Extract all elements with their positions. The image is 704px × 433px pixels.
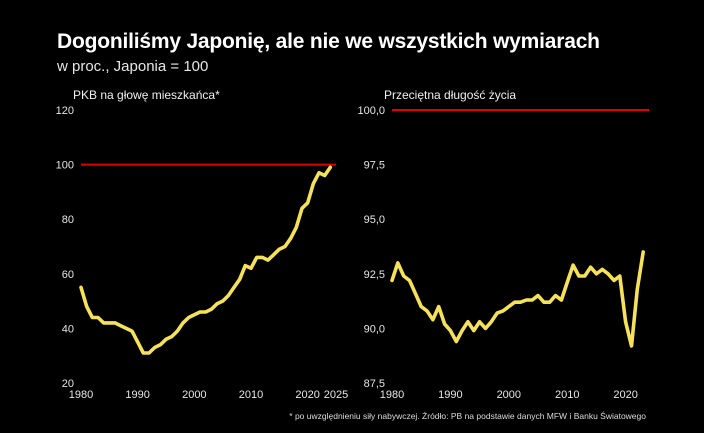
life-y-tick-label: 100,0 [357,105,385,117]
gdp-y-tick-label: 80 [62,214,74,226]
life-x-tick-label: 2010 [555,389,579,401]
gdp-panel-title: PKB na głowę mieszkańca* [73,88,220,102]
gdp-y-tick-label: 100 [56,160,74,172]
gdp-y-tick-label: 40 [62,323,74,335]
life-y-tick-label: 95,0 [364,214,385,226]
chart-title: Dogoniliśmy Japonię, ale nie we wszystki… [57,30,600,53]
life-y-tick-label: 87,5 [364,378,385,390]
gdp-x-tick-label: 2010 [239,389,263,401]
gdp-series-line [79,165,333,355]
life-y-tick-label: 97,5 [364,160,385,172]
gdp-y-tick-label: 120 [56,105,74,117]
gdp-y-tick-label: 20 [62,378,74,390]
gdp-x-tick-label: 2020 [295,389,319,401]
gdp-x-tick-label: 2025 [324,389,348,401]
chart-subtitle: w proc., Japonia = 100 [57,58,209,75]
life-x-tick-label: 2020 [613,389,637,401]
gdp-x-tick-label: 1980 [69,389,93,401]
gdp-x-tick-label: 2000 [182,389,206,401]
footnote: * po uwzględnieniu siły nabywczej. Źródł… [289,411,646,421]
life-x-tick-label: 1990 [438,389,462,401]
life-x-tick-label: 1980 [380,389,404,401]
life-y-tick-label: 90,0 [364,323,385,335]
life-x-tick-label: 2000 [497,389,521,401]
life-y-tick-label: 92,5 [364,269,385,281]
life-panel-title: Przeciętna długość życia [384,88,516,102]
life-series-line [390,250,645,348]
gdp-y-tick-label: 60 [62,269,74,281]
gdp-x-tick-label: 1990 [125,389,149,401]
